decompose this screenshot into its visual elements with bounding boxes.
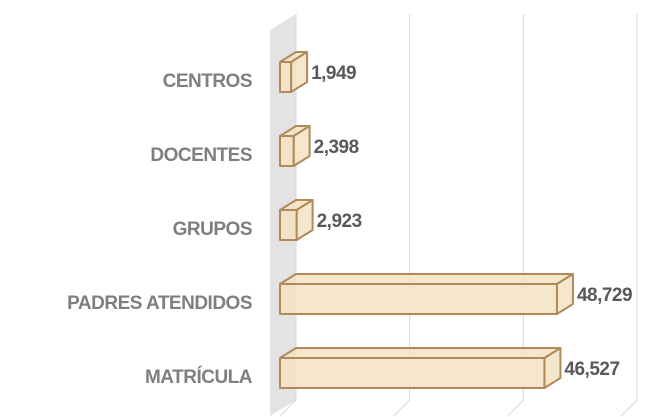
y-tick-label: GRUPOS (173, 219, 252, 240)
bar (279, 125, 311, 167)
bar (279, 51, 309, 93)
bar (279, 273, 574, 315)
grid-line (506, 14, 524, 417)
value-label: 2,923 (317, 211, 362, 232)
value-label: 2,398 (314, 137, 359, 158)
y-tick-label: PADRES ATENDIDOS (67, 293, 252, 314)
y-tick-label: CENTROS (163, 71, 252, 92)
value-label: 1,949 (311, 63, 356, 84)
bar-top (279, 273, 574, 285)
bar (279, 199, 314, 241)
bar-front (279, 135, 295, 167)
bar (279, 347, 562, 389)
bar-front (279, 283, 558, 315)
bar-front (279, 357, 546, 389)
grid-line (393, 14, 411, 417)
grid-line (620, 14, 638, 417)
value-label: 46,527 (564, 359, 619, 380)
bar-front (279, 209, 298, 241)
y-tick-label: DOCENTES (150, 145, 252, 166)
bar-top (279, 347, 562, 359)
value-label: 48,729 (577, 285, 632, 306)
y-tick-label: MATRÍCULA (145, 366, 253, 388)
bar-front (279, 61, 293, 93)
